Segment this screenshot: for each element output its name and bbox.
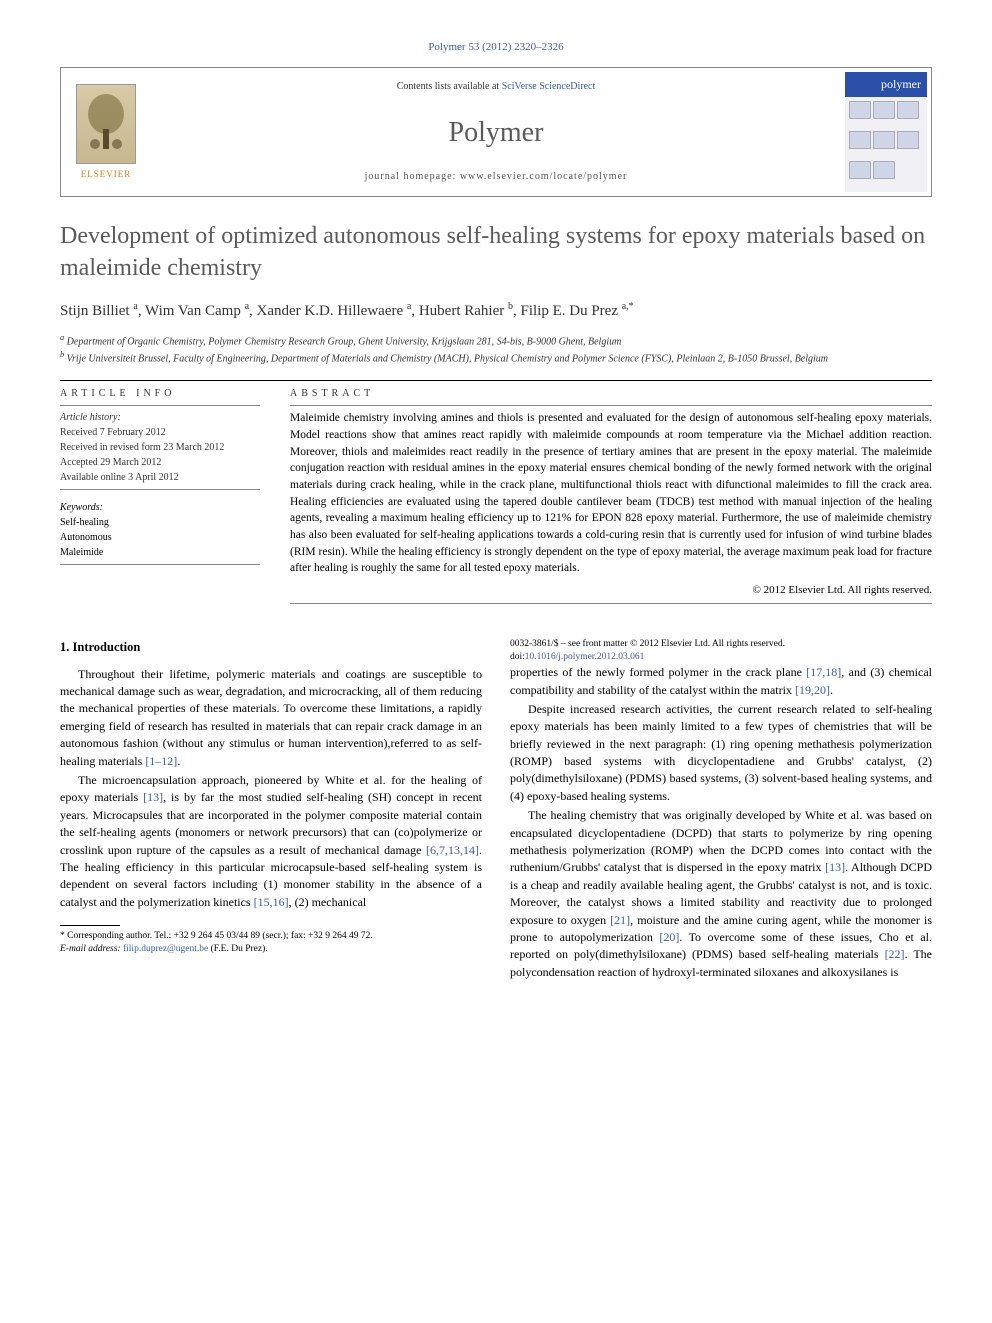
info-abstract-row: ARTICLE INFO Article history: Received 7…: [60, 387, 932, 607]
article-info-header: ARTICLE INFO: [60, 387, 260, 401]
citation-link[interactable]: [20]: [659, 930, 679, 944]
keyword: Self-healing: [60, 515, 260, 530]
intro-paragraph-4: Despite increased research activities, t…: [510, 701, 932, 805]
affiliation-a-text: Department of Organic Chemistry, Polymer…: [67, 336, 622, 347]
cover-thumb-icon: [897, 131, 919, 149]
history-online: Available online 3 April 2012: [60, 470, 260, 485]
citation-link[interactable]: [22]: [885, 947, 905, 961]
contents-available-line: Contents lists available at SciVerse Sci…: [397, 80, 596, 94]
email-tail: (F.E. Du Prez).: [208, 944, 267, 954]
body-text: , (2) mechanical: [289, 895, 367, 909]
abstract-header: ABSTRACT: [290, 387, 932, 401]
homepage-prefix: journal homepage:: [365, 171, 460, 182]
keywords-label: Keywords:: [60, 500, 260, 515]
keyword: Autonomous: [60, 530, 260, 545]
polymer-badge-label: polymer: [845, 72, 927, 97]
journal-name: Polymer: [449, 113, 544, 152]
article-history: Article history: Received 7 February 201…: [60, 410, 260, 485]
citation-link[interactable]: [13]: [143, 790, 163, 804]
doi-link[interactable]: 10.1016/j.polymer.2012.03.061: [525, 652, 645, 662]
elsevier-tree-icon: [76, 84, 136, 164]
email-link[interactable]: filip.duprez@ugent.be: [123, 944, 208, 954]
abstract-copyright: © 2012 Elsevier Ltd. All rights reserved…: [290, 583, 932, 598]
citation-link[interactable]: [1–12]: [145, 754, 177, 768]
cover-thumb-icon: [849, 101, 871, 119]
cover-thumb-icon: [873, 101, 895, 119]
history-revised: Received in revised form 23 March 2012: [60, 440, 260, 455]
polymer-badge-thumbs: [845, 97, 927, 192]
citation-link[interactable]: [13]: [825, 860, 845, 874]
history-accepted: Accepted 29 March 2012: [60, 455, 260, 470]
history-received: Received 7 February 2012: [60, 425, 260, 440]
footnote-corr: * Corresponding author. Tel.: +32 9 264 …: [60, 930, 482, 943]
affiliations: a Department of Organic Chemistry, Polym…: [60, 332, 932, 367]
elsevier-label: ELSEVIER: [81, 168, 132, 181]
thin-divider: [290, 603, 932, 604]
issn-line: 0032-3861/$ – see front matter © 2012 El…: [510, 638, 932, 651]
thin-divider: [60, 405, 260, 406]
cover-thumb-icon: [873, 161, 895, 179]
journal-header-box: ELSEVIER Contents lists available at Sci…: [60, 67, 932, 197]
history-label: Article history:: [60, 410, 260, 425]
footnote-separator: [60, 925, 120, 926]
article-info-column: ARTICLE INFO Article history: Received 7…: [60, 387, 260, 607]
affiliation-a: a Department of Organic Chemistry, Polym…: [60, 332, 932, 349]
abstract-column: ABSTRACT Maleimide chemistry involving a…: [290, 387, 932, 607]
intro-paragraph-3: properties of the newly formed polymer i…: [510, 664, 932, 699]
abstract-text: Maleimide chemistry involving amines and…: [290, 410, 932, 577]
email-label: E-mail address:: [60, 944, 123, 954]
body-two-column: 1. Introduction Throughout their lifetim…: [60, 638, 932, 982]
citation-link[interactable]: [6,7,13,14]: [426, 843, 479, 857]
sciencedirect-link[interactable]: SciVerse ScienceDirect: [502, 81, 596, 92]
doi-line: doi:10.1016/j.polymer.2012.03.061: [510, 651, 932, 664]
body-text: Throughout their lifetime, polymeric mat…: [60, 667, 482, 768]
citation-link[interactable]: [15,16]: [254, 895, 289, 909]
citation-link[interactable]: [21]: [610, 913, 630, 927]
thin-divider: [60, 489, 260, 490]
intro-paragraph-1: Throughout their lifetime, polymeric mat…: [60, 666, 482, 770]
header-center: Contents lists available at SciVerse Sci…: [151, 68, 841, 196]
footer-block: 0032-3861/$ – see front matter © 2012 El…: [510, 638, 932, 665]
citation-link[interactable]: [17,18]: [806, 665, 841, 679]
affiliation-b-text: Vrije Universiteit Brussel, Faculty of E…: [67, 353, 828, 364]
polymer-cover-badge: polymer: [841, 68, 931, 196]
rule-divider: [60, 380, 932, 381]
cover-thumb-icon: [897, 101, 919, 119]
cover-thumb-icon: [849, 161, 871, 179]
cover-thumb-icon: [849, 131, 871, 149]
doi-label: doi:: [510, 652, 525, 662]
contents-prefix: Contents lists available at: [397, 81, 502, 92]
intro-paragraph-2: The microencapsulation approach, pioneer…: [60, 772, 482, 911]
keyword: Maleimide: [60, 545, 260, 560]
keywords-block: Keywords: Self-healing Autonomous Maleim…: [60, 500, 260, 560]
homepage-line: journal homepage: www.elsevier.com/locat…: [365, 170, 628, 184]
homepage-url[interactable]: www.elsevier.com/locate/polymer: [460, 171, 628, 182]
elsevier-logo: ELSEVIER: [61, 68, 151, 196]
footnote-email-line: E-mail address: filip.duprez@ugent.be (F…: [60, 943, 482, 956]
header-reference: Polymer 53 (2012) 2320–2326: [60, 40, 932, 55]
body-text: properties of the newly formed polymer i…: [510, 665, 806, 679]
thin-divider: [60, 564, 260, 565]
affiliation-b: b Vrije Universiteit Brussel, Faculty of…: [60, 349, 932, 366]
corresponding-author-footnote: * Corresponding author. Tel.: +32 9 264 …: [60, 930, 482, 957]
citation-link[interactable]: [19,20]: [795, 683, 830, 697]
thin-divider: [290, 405, 932, 406]
body-text: .: [830, 683, 833, 697]
intro-paragraph-5: The healing chemistry that was originall…: [510, 807, 932, 981]
authors-line: Stijn Billiet a, Wim Van Camp a, Xander …: [60, 300, 932, 322]
article-title: Development of optimized autonomous self…: [60, 221, 932, 283]
intro-heading: 1. Introduction: [60, 638, 482, 656]
cover-thumb-icon: [873, 131, 895, 149]
